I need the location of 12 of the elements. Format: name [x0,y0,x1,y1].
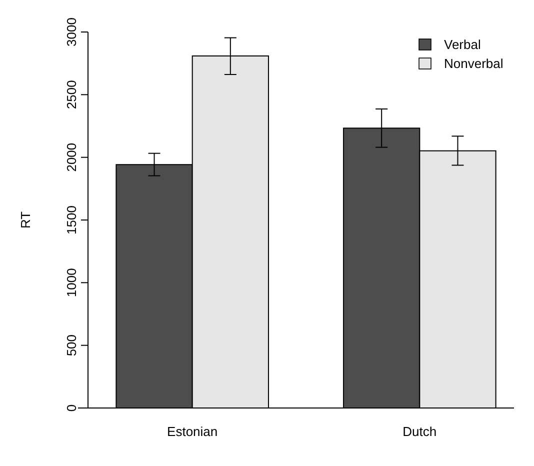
x-tick-label: Dutch [402,424,437,439]
y-tick-label: 2500 [64,80,79,110]
y-axis-title: RT [18,211,33,229]
x-tick-label: Estonian [167,424,218,439]
y-tick-label: 1500 [64,206,79,234]
legend-label: Nonverbal [444,56,504,71]
y-tick-label: 3000 [64,18,79,46]
y-tick-label: 500 [64,334,79,356]
legend-label: Verbal [444,37,481,52]
y-tick-label: 2000 [64,142,79,172]
y-tick-label: 0 [64,404,79,412]
y-tick-label: 1000 [64,268,79,298]
